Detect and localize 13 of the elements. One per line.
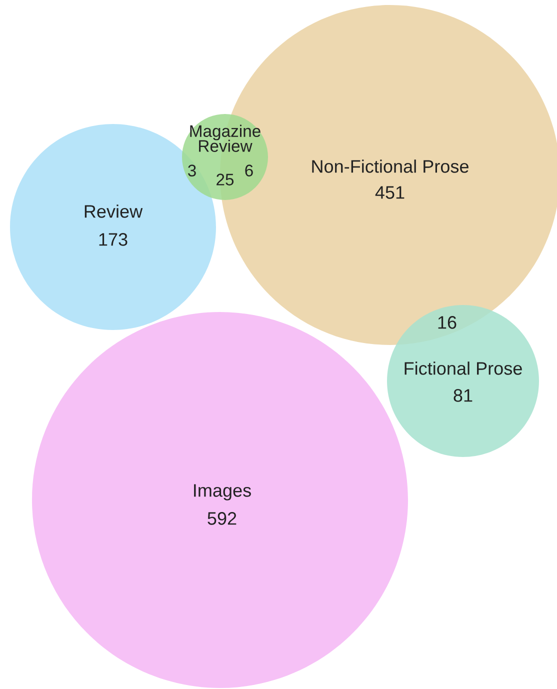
text: 6 [245, 164, 253, 176]
data-label: 451 [375, 186, 404, 199]
data-label: 81 [454, 389, 472, 402]
category-label: Non-Fictional Prose [312, 160, 468, 173]
category-label: Fictional Prose [404, 362, 522, 375]
data-label: 592 [208, 512, 236, 525]
data-label: 25 [216, 174, 234, 186]
data-label: 173 [99, 233, 128, 246]
text: 16 [438, 316, 456, 329]
category-label: Images [194, 484, 251, 500]
category-label: Magazine Review [190, 124, 260, 152]
category-label: Review [84, 204, 143, 218]
text: 3 [188, 164, 196, 176]
